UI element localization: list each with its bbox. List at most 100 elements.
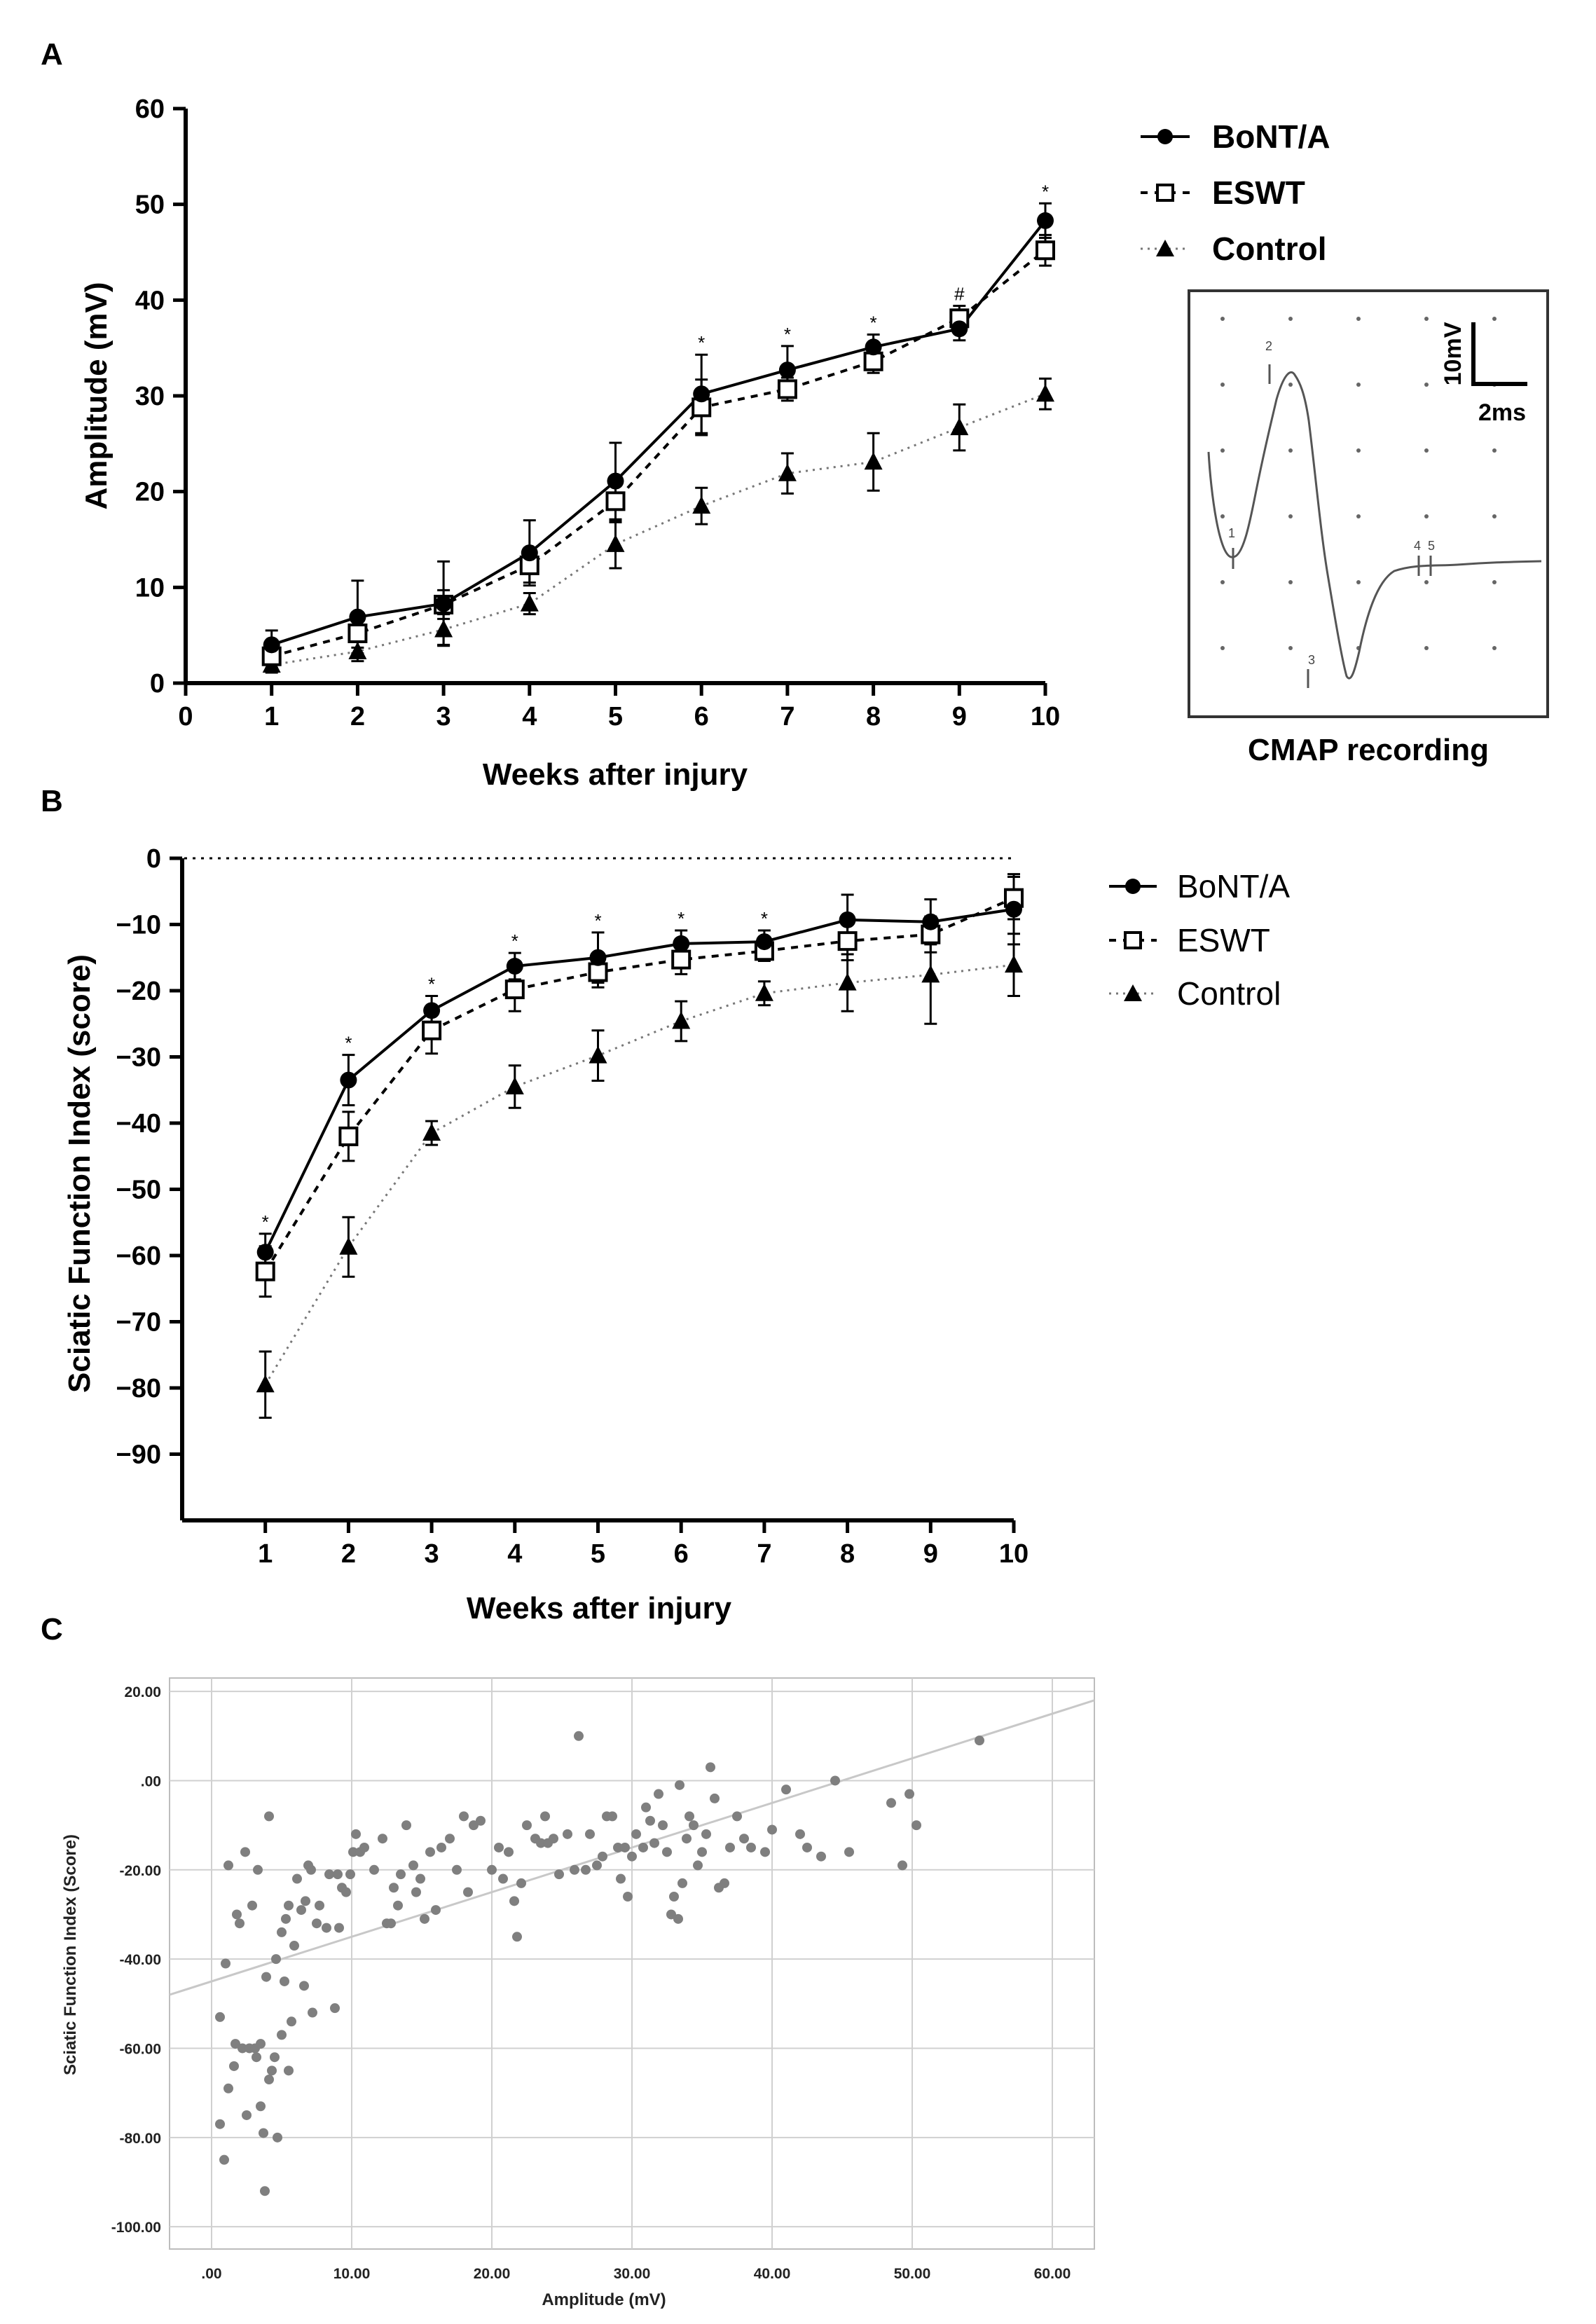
- panel-b-x-axis-title: Weeks after injury: [467, 1591, 732, 1625]
- panel-c-scatter-point: [897, 1860, 907, 1871]
- panel-b-eswt-point: [338, 1126, 359, 1146]
- panel-c-scatter-point: [613, 1842, 623, 1852]
- panel-c-scatter-point: [280, 1976, 289, 1986]
- panel-b-significance-mark: *: [677, 908, 685, 929]
- cmap-grid-dot: [1288, 383, 1293, 387]
- panel-a-x-tick-label: 10: [1031, 702, 1060, 731]
- panel-b-y-axis-title: Sciatic Function Index (score): [62, 954, 97, 1393]
- panel-a-x-tick-label: 6: [694, 702, 709, 731]
- panel-c-scatter-point: [554, 1869, 564, 1880]
- panel-c-scatter-point: [816, 1851, 826, 1862]
- panel-b-significance-mark: *: [345, 1033, 352, 1054]
- panel-b-significance-mark: *: [761, 908, 768, 929]
- panel-c-y-tick-label: .00: [141, 1773, 161, 1789]
- cmap-grid-dot: [1288, 448, 1293, 453]
- panel-c-scatter-point: [498, 1873, 508, 1884]
- panel-b-significance-mark: *: [511, 930, 518, 951]
- panel-b-bonta-point: [589, 949, 607, 966]
- panel-c-scatter-point: [231, 2039, 240, 2049]
- panel-b-y-tick-label: −20: [116, 977, 161, 1006]
- panel-c-x-axis-title: Amplitude (mV): [542, 2290, 666, 2309]
- panel-c-scatter-point: [585, 1829, 595, 1839]
- panel-c-scatter-point: [487, 1864, 497, 1875]
- panel-c-scatter-point: [445, 1834, 455, 1844]
- panel-a-control-point: [864, 452, 883, 470]
- cmap-markers: [1232, 364, 1432, 688]
- cmap-grid-dot: [1492, 646, 1497, 650]
- panel-c-scatter-point: [256, 2039, 266, 2049]
- panel-a-x-tick-label: 9: [952, 702, 967, 731]
- panel-c-scatter-point: [247, 1900, 257, 1911]
- panel-c-scatter-point: [886, 1798, 896, 1808]
- panel-b-control-point: [589, 1045, 607, 1064]
- panel-a-significance-mark: *: [784, 324, 791, 345]
- panel-c-scatter-point: [570, 1864, 579, 1875]
- legend-a-bonta-marker: [1157, 129, 1173, 144]
- panel-b-control-point: [755, 983, 773, 1001]
- panel-a-significance-mark: *: [870, 312, 877, 334]
- cmap-grid-dot: [1356, 580, 1361, 584]
- panel-b-legend: BoNT/A ESWT Control: [1109, 868, 1290, 1012]
- panel-c-scatter-point: [240, 1847, 250, 1857]
- panel-a-bonta-point: [435, 595, 453, 612]
- panel-b-y-tick-label: −60: [116, 1242, 161, 1271]
- panel-a-x-tick-label: 4: [522, 702, 537, 731]
- panel-c-scatter-point: [229, 2061, 239, 2071]
- panel-c-scatter-point: [277, 2030, 287, 2040]
- cmap-grid-dot: [1424, 448, 1429, 453]
- panel-c-x-tick-label: 20.00: [474, 2266, 511, 2282]
- cmap-grid-dot: [1424, 514, 1429, 518]
- panel-a-eswt-point: [348, 623, 368, 643]
- panel-b-control-point: [422, 1123, 441, 1141]
- cmap-grid-dot: [1492, 317, 1497, 321]
- panel-c-scatter-point: [334, 1923, 344, 1933]
- panel-b-bonta-point: [1005, 900, 1022, 918]
- cmap-grid-dot: [1424, 580, 1429, 584]
- panel-a-eswt-point: [949, 308, 970, 329]
- panel-c-scatter-point: [277, 1927, 287, 1937]
- panel-a-bonta-point: [778, 362, 796, 379]
- legend-b-eswt-marker: [1124, 931, 1142, 949]
- panel-b-x-tick-label: 9: [923, 1539, 938, 1569]
- panel-b-control-point: [921, 965, 940, 983]
- panel-b-significance-mark: *: [428, 974, 435, 995]
- panel-a-bonta-point: [865, 338, 882, 356]
- panel-c-scatter-point: [345, 1869, 355, 1880]
- panel-b-control-point: [339, 1237, 358, 1255]
- panel-a-control-point: [950, 418, 969, 436]
- panel-c-scatter-point: [512, 1932, 522, 1942]
- panel-c-scatter-point: [509, 1896, 519, 1906]
- cmap-grid-dot: [1492, 580, 1497, 584]
- legend-a-bonta-label: BoNT/A: [1212, 118, 1330, 155]
- panel-a-bonta-point: [263, 636, 280, 654]
- panel-c-scatter-point: [693, 1860, 703, 1871]
- panel-c-scatter-point: [673, 1913, 683, 1924]
- panel-c-scatter-point: [623, 1891, 633, 1902]
- panel-a-control-point: [1036, 384, 1054, 402]
- panel-c-scatter-point: [522, 1820, 532, 1831]
- panel-letter-c: C: [41, 1612, 63, 1646]
- panel-b-y-tick-label: −50: [116, 1176, 161, 1205]
- panel-c-scatter-point: [401, 1820, 411, 1831]
- panel-a-eswt-point: [863, 351, 883, 371]
- panel-b-y-tick-label: −70: [116, 1308, 161, 1338]
- panel-c-x-tick-label: 40.00: [754, 2266, 791, 2282]
- panel-a-control-point: [520, 593, 539, 612]
- legend-b-bonta-marker: [1125, 879, 1141, 894]
- panel-b-chart: 1 2 3 4 5 6 7 8 9 100−10−20−30−40−50−60−70−80−90 …: [62, 844, 1029, 1625]
- panel-c-scatter-point: [425, 1847, 435, 1857]
- panel-c-scatter-point: [911, 1820, 921, 1831]
- panel-c-scatter-point: [760, 1847, 770, 1857]
- legend-b-control-label: Control: [1177, 975, 1281, 1012]
- panel-c-scatter-point: [463, 1887, 473, 1897]
- panel-c-scatter-point: [351, 1829, 361, 1839]
- panel-c-scatter-point: [431, 1905, 441, 1916]
- panel-b-eswt-point: [504, 979, 525, 1000]
- cmap-grid-dot: [1220, 383, 1225, 387]
- panel-c-scatter-point: [701, 1829, 711, 1839]
- panel-c-scatter-point: [536, 1838, 546, 1848]
- cmap-scale-voltage: 10mV: [1440, 322, 1466, 385]
- cmap-grid-dot: [1220, 448, 1225, 453]
- panel-c-scatter-point: [459, 1811, 469, 1822]
